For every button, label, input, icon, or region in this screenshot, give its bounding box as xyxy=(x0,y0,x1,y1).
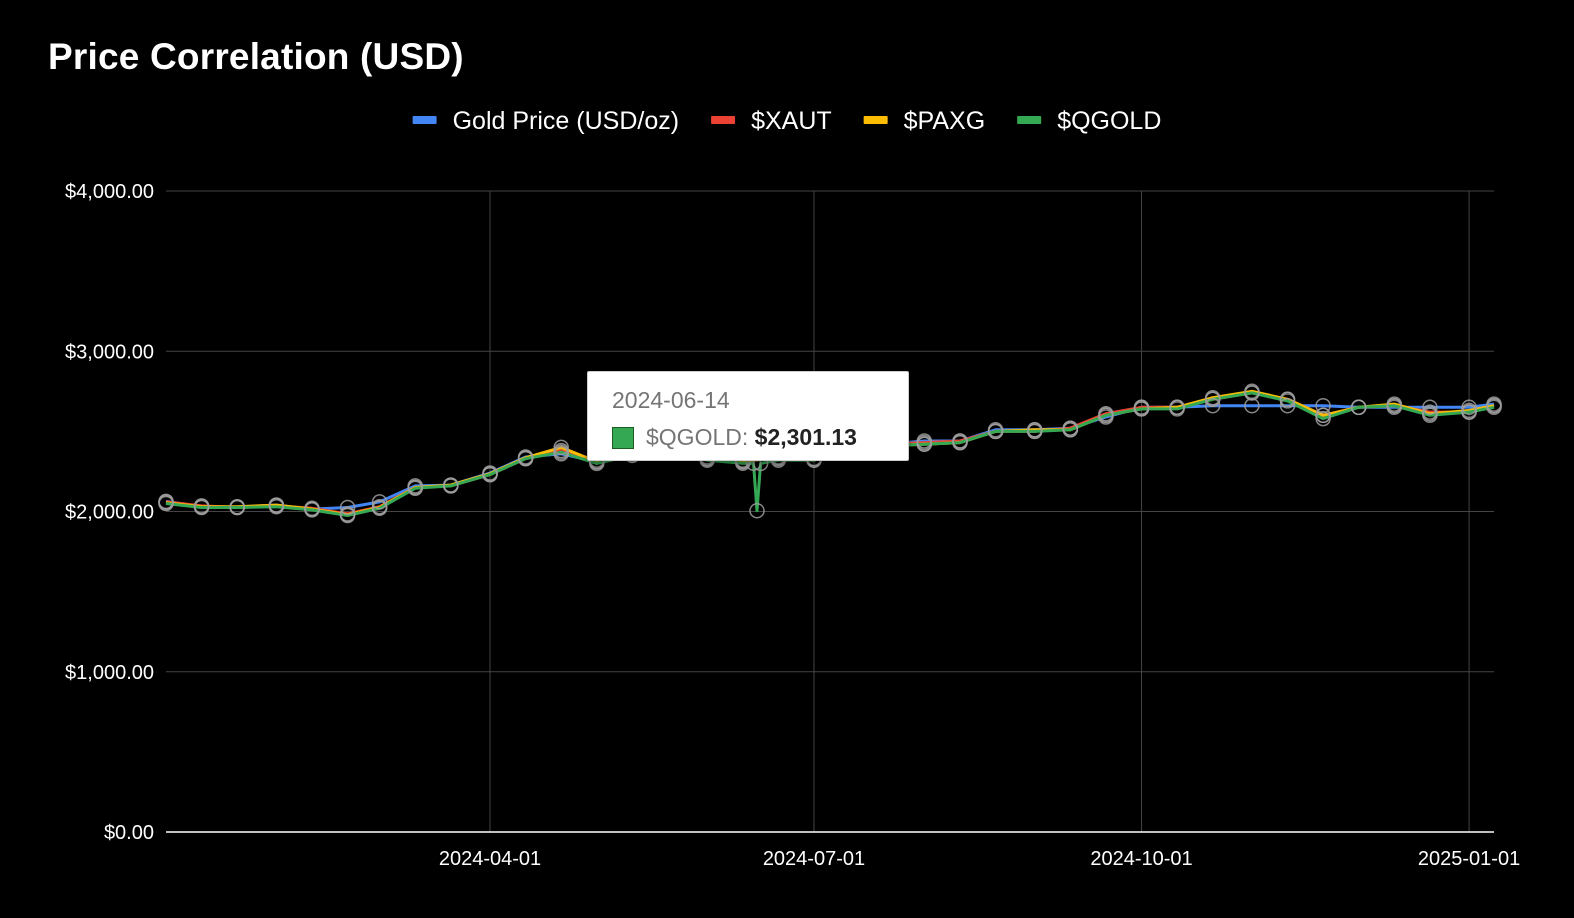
data-point-marker xyxy=(749,502,765,519)
data-point-marker xyxy=(952,434,968,451)
data-point-marker xyxy=(553,439,569,456)
y-axis: $0.00 $1,000.00 $2,000.00 $3,000.00 $4,000.0… xyxy=(65,181,154,844)
data-point-marker xyxy=(407,480,423,497)
y-tick-label: $2,000.00 xyxy=(65,502,154,524)
legend-swatch-1 xyxy=(711,116,736,124)
x-axis: 2024-04-01 2024-07-01 2024-10-01 2025-01-01 xyxy=(166,831,1520,870)
data-point-marker xyxy=(158,495,174,512)
data-point-marker xyxy=(1279,397,1296,414)
legend[interactable]: Gold Price (USD/oz) $XAUT $PAXG $QGOLD xyxy=(412,107,1162,135)
legend-swatch-0 xyxy=(412,116,437,124)
data-point-marker xyxy=(1026,423,1043,440)
data-point-marker xyxy=(1133,401,1150,417)
data-point-marker xyxy=(1169,401,1185,417)
data-point-marker xyxy=(371,494,388,510)
data-point-marker xyxy=(916,436,933,452)
data-point-marker xyxy=(1386,397,1403,414)
data-point-marker xyxy=(229,499,245,516)
data-point-marker xyxy=(1244,385,1260,401)
data-point-marker xyxy=(1062,422,1079,438)
y-tick-label: $3,000.00 xyxy=(65,341,154,363)
tooltip-row: $QGOLD: $2,301.13 xyxy=(612,424,857,451)
tooltip-value: $2,301.13 xyxy=(754,424,857,450)
data-point-marker xyxy=(304,502,320,518)
x-tick-label: 2025-01-01 xyxy=(1418,848,1520,870)
data-point-marker xyxy=(1204,397,1221,414)
legend-label-3: $QGOLD xyxy=(1057,107,1161,135)
data-point-marker xyxy=(1486,399,1502,416)
data-point-marker xyxy=(517,450,534,467)
data-point-marker xyxy=(339,507,356,524)
data-point-marker xyxy=(339,499,356,516)
data-point-marker xyxy=(1461,404,1477,420)
data-point-marker xyxy=(371,500,388,517)
gridlines xyxy=(166,190,1494,832)
data-point-marker xyxy=(1350,399,1367,416)
data-point-marker xyxy=(1422,407,1438,424)
tooltip-date: 2024-06-14 xyxy=(612,387,730,413)
data-point-marker xyxy=(482,466,498,483)
data-point-marker xyxy=(1422,399,1438,416)
legend-label-0: Gold Price (USD/oz) xyxy=(453,107,679,135)
chart-title: Price Correlation (USD) xyxy=(48,36,464,77)
x-tick-label: 2024-10-01 xyxy=(1090,848,1192,870)
hover-tooltip: 2024-06-14 $QGOLD: $2,301.13 xyxy=(587,371,909,461)
legend-label-2: $PAXG xyxy=(904,107,986,135)
y-tick-label: $4,000.00 xyxy=(65,181,154,203)
data-point-marker xyxy=(553,444,569,460)
x-tick-label: 2024-04-01 xyxy=(439,848,541,870)
data-point-marker xyxy=(193,499,210,516)
legend-label-1: $XAUT xyxy=(751,107,832,135)
x-tick-label: 2024-07-01 xyxy=(763,848,865,870)
y-tick-label: $1,000.00 xyxy=(65,662,154,684)
tooltip-series-label: $QGOLD: xyxy=(646,424,749,450)
data-point-marker xyxy=(1279,393,1296,409)
data-point-marker xyxy=(443,478,459,494)
data-point-marker xyxy=(1204,391,1221,408)
tooltip-series-swatch xyxy=(612,426,634,449)
data-point-marker xyxy=(1098,407,1114,424)
legend-swatch-2 xyxy=(863,116,888,124)
data-point-marker xyxy=(268,498,285,515)
y-tick-label: $0.00 xyxy=(104,822,154,844)
data-point-marker xyxy=(1315,410,1331,427)
legend-swatch-3 xyxy=(1017,116,1042,124)
data-point-marker xyxy=(987,423,1004,440)
data-point-marker xyxy=(1315,397,1331,414)
